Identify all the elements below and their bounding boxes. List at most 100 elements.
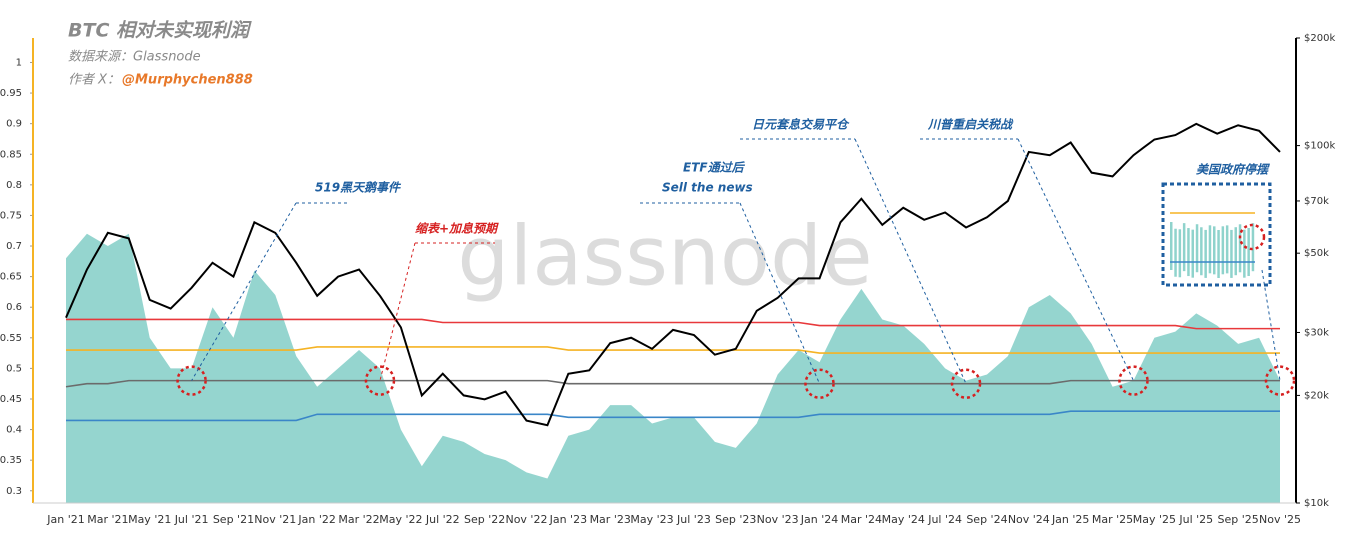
inset-bar	[1208, 225, 1212, 274]
y-tick-label: 0.5	[6, 363, 22, 374]
x-tick-label: Jul '24	[927, 513, 962, 526]
line	[66, 346, 1280, 354]
inset-bar	[1204, 229, 1207, 278]
y-tick-label: 0.6	[6, 302, 22, 313]
ticks: 0.3 0.35 0.4 0.45 0.5 0.55 0.6 0.65 0.7 0.75 0.8 0.…	[0, 33, 1335, 509]
x-tick-label: May '22	[379, 513, 422, 526]
inset-bar	[1238, 224, 1242, 273]
x-tick-label: Jan '25	[1051, 513, 1089, 526]
y-tick-label: 0.75	[0, 210, 22, 221]
x-tick-label: Jul '23	[676, 513, 711, 526]
author: @Murphychen888	[122, 73, 253, 88]
y-tick-label: 0.85	[0, 149, 22, 160]
line	[66, 318, 1280, 330]
highlight-circle	[804, 368, 835, 399]
inset-bar	[1234, 227, 1237, 276]
inset-circle	[1238, 223, 1266, 251]
y-tick-label: 0.9	[6, 119, 22, 130]
inset-bar	[1187, 228, 1190, 277]
y2-tick-label: $30k	[1304, 327, 1329, 338]
inset-bar	[1221, 226, 1225, 275]
highlight-circle	[1264, 365, 1296, 396]
y-tick-label: 0.55	[0, 333, 22, 344]
highlight-circle	[176, 365, 207, 396]
watermark: glassnode	[457, 209, 872, 304]
y-tick-label: 0.3	[6, 486, 22, 497]
x-tick-label: May '25	[1133, 513, 1176, 526]
y-tick-label: 0.65	[0, 272, 22, 283]
x-tick-label: Mar '21	[87, 513, 128, 526]
x-tick-label: Sep '23	[715, 513, 756, 526]
annotation-line	[1017, 138, 1134, 381]
y2-tick-label: $20k	[1304, 390, 1329, 401]
y-tick-label: 0.7	[6, 241, 22, 252]
x-tick-label: Jan '21	[46, 513, 84, 526]
x-tick-label: Sep '22	[464, 513, 505, 526]
inset-bar	[1225, 225, 1229, 274]
highlight-circle	[950, 368, 982, 399]
inset-bar	[1178, 229, 1182, 278]
highlight-circle	[364, 365, 396, 396]
inset-bar	[1195, 224, 1199, 273]
x-tick-label: May '23	[630, 513, 673, 526]
x-tick-label: Nov '24	[1008, 513, 1050, 526]
inset-bar	[1191, 229, 1194, 278]
x-tick-label: Jul '21	[174, 513, 209, 526]
inset-bar	[1200, 227, 1203, 276]
inset-bar	[1251, 223, 1255, 272]
x-tick-label: Sep '21	[213, 513, 254, 526]
inset-bar	[1174, 228, 1177, 277]
y-tick-label: 1	[16, 57, 22, 68]
inset-bar	[1213, 226, 1216, 275]
inset-bar	[1182, 223, 1186, 272]
y-tick-label: 0.95	[0, 88, 22, 99]
x-tick-label: Mar '25	[1092, 513, 1133, 526]
annotation: ETF通过后	[683, 161, 746, 175]
y-tick-label: 0.45	[0, 394, 22, 405]
x-tick-label: Mar '24	[841, 513, 882, 526]
y-tick-label: 0.8	[6, 180, 22, 191]
author-label: 作者 X：	[68, 73, 120, 88]
y2-tick-label: $200k	[1304, 33, 1335, 44]
annotation-line	[1261, 269, 1281, 381]
line	[65, 379, 1280, 388]
chart-title: BTC 相对未实现利润	[68, 20, 252, 42]
annotation-line	[854, 138, 967, 384]
inset-bar	[1247, 228, 1250, 277]
inset-bar	[1217, 229, 1220, 278]
annotation-line	[379, 242, 416, 381]
y2-tick-label: $100k	[1304, 141, 1335, 152]
annotation: 日元套息交易平仓	[752, 118, 850, 132]
y-tick-label: 0.35	[0, 455, 22, 466]
x-tick-label: Jul '25	[1178, 513, 1213, 526]
x-tick-label: Nov '23	[757, 513, 799, 526]
x-tick-label: May '21	[128, 513, 171, 526]
inset-bar	[1230, 229, 1233, 278]
x-tick-label: Jan '22	[297, 513, 335, 526]
x-tick-label: May '24	[882, 513, 925, 526]
highlight-circle	[1118, 365, 1149, 396]
annotation: 美国政府停摆	[1196, 163, 1270, 177]
y-tick-label: 0.4	[6, 425, 22, 436]
inset-bar	[1243, 229, 1246, 278]
annotation-line	[739, 202, 820, 384]
line	[65, 122, 1281, 427]
y2-tick-label: $70k	[1304, 196, 1329, 207]
annotation: 缩表+加息预期	[415, 222, 499, 236]
annotation: Sell the news	[662, 181, 753, 195]
annotation: 川普重启关税战	[927, 118, 1014, 132]
x-tick-label: Jul '22	[425, 513, 460, 526]
line	[66, 410, 1280, 422]
y2-tick-label: $10k	[1304, 498, 1329, 509]
x-tick-label: Nov '21	[254, 513, 296, 526]
x-tick-label: Sep '24	[966, 513, 1007, 526]
x-tick-label: Mar '22	[338, 513, 379, 526]
area	[66, 233, 1280, 503]
x-tick-label: Sep '25	[1218, 513, 1259, 526]
source: 数据来源：Glassnode	[68, 50, 201, 65]
x-tick-label: Nov '22	[505, 513, 547, 526]
x-tick-label: Nov '25	[1259, 513, 1301, 526]
x-tick-label: Mar '23	[590, 513, 631, 526]
x-tick-label: Jan '23	[549, 513, 587, 526]
